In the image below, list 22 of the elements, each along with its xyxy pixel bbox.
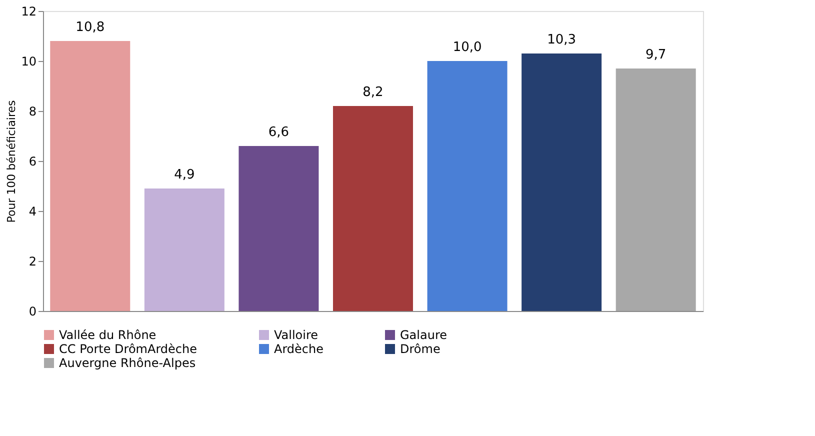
legend-label: Valloire <box>274 328 318 342</box>
data-label: 10,0 <box>452 40 482 55</box>
legend-label: Drôme <box>400 342 440 356</box>
legend-label: Galaure <box>400 328 447 342</box>
legend-label: Ardèche <box>274 342 324 356</box>
y-tick-label: 2 <box>28 254 36 268</box>
data-label: 9,7 <box>646 48 666 62</box>
y-tick-label: 4 <box>28 204 36 218</box>
y-axis-title: Pour 100 bénéficiaires <box>5 100 18 223</box>
y-tick-label: 6 <box>28 154 36 168</box>
legend-label: Vallée du Rhône <box>59 328 156 342</box>
y-tick-label: 8 <box>28 104 36 118</box>
y-tick-label: 10 <box>21 54 36 68</box>
y-tick-label: 0 <box>28 304 36 318</box>
y-tick-label: 12 <box>21 4 36 18</box>
data-label: 4,9 <box>174 168 195 182</box>
data-label: 6,6 <box>268 125 290 140</box>
legend-label: CC Porte DrômArdèche <box>59 342 198 356</box>
data-label: 10,8 <box>76 20 105 35</box>
data-label: 10,3 <box>547 32 576 48</box>
data-label: 8,2 <box>362 85 384 100</box>
legend-label: Auvergne Rhône-Alpes <box>59 356 196 370</box>
